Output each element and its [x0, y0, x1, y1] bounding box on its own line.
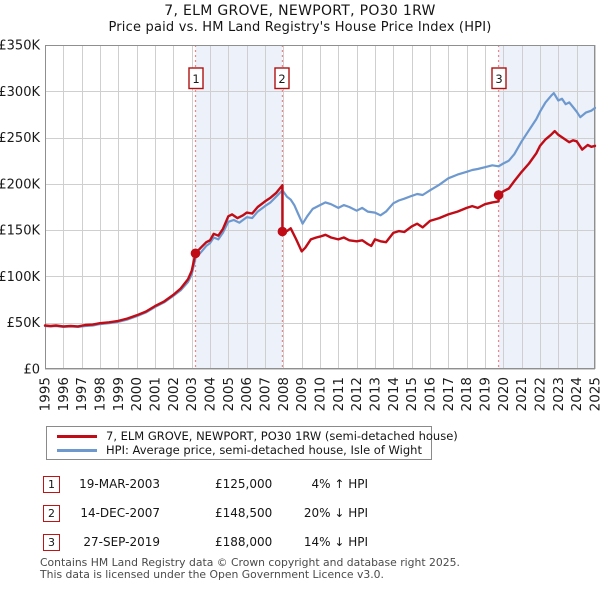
x-tick-label: 2010: [313, 377, 329, 411]
sale-number-badge: 1: [43, 476, 60, 493]
license-line-2: This data is licensed under the Open Gov…: [40, 568, 384, 582]
legend-swatch-property-line: [57, 434, 97, 438]
y-tick-label: £50K: [7, 316, 41, 331]
sale-row-1: 1 19-MAR-2003 £125,000 4% ↑ HPI: [0, 476, 600, 494]
legend-label-hpi: HPI: Average price, semi-detached house,…: [106, 443, 422, 457]
sale-point-dot: [277, 226, 288, 237]
sale-row-2: 2 14-DEC-2007 £148,500 20% ↓ HPI: [0, 505, 600, 523]
sale-number-badge: 3: [43, 534, 60, 551]
y-tick-label: £250K: [0, 131, 40, 146]
x-tick-label: 2015: [404, 377, 420, 411]
x-tick-label: 2020: [496, 377, 512, 411]
legend-swatch-hpi-line: [57, 448, 97, 452]
sale-price: £148,500: [215, 506, 273, 520]
x-tick-label: 2003: [184, 377, 200, 411]
sale-number-badge: 2: [43, 505, 60, 522]
shaded-region: [195, 45, 283, 369]
license-line-1: Contains HM Land Registry data © Crown c…: [40, 556, 460, 569]
x-tick-label: 2011: [331, 377, 347, 411]
x-tick-label: 2012: [349, 377, 365, 411]
legend-item-hpi: HPI: Average price, semi-detached house,…: [47, 443, 431, 457]
x-tick-label: 2005: [221, 377, 237, 411]
sale-price: £125,000: [215, 477, 273, 491]
y-tick-label: £300K: [0, 85, 40, 100]
y-tick-label: £200K: [0, 177, 40, 192]
x-tick-label: 2022: [533, 377, 549, 411]
x-tick-label: 2001: [148, 377, 164, 411]
sale-point-dot: [190, 248, 201, 259]
sale-date: 27-SEP-2019: [83, 535, 160, 549]
price-paid-line: [43, 129, 597, 328]
y-tick-label: £150K: [0, 224, 40, 239]
sale-marker-box: [491, 67, 507, 90]
x-tick-label: 2016: [423, 377, 439, 411]
legend-label-property: 7, ELM GROVE, NEWPORT, PO30 1RW (semi-de…: [106, 429, 458, 443]
sale-row-3: 3 27-SEP-2019 £188,000 14% ↓ HPI: [0, 534, 600, 552]
sale-vs-hpi: 14% ↓ HPI: [303, 535, 368, 549]
x-tick-label: 2018: [459, 377, 475, 411]
sale-marker-number: 3: [495, 72, 502, 86]
x-tick-label: 1995: [38, 377, 54, 411]
x-tick-label: 2017: [441, 377, 457, 411]
sale-date: 14-DEC-2007: [80, 506, 160, 520]
x-tick-label: 2004: [203, 377, 219, 411]
price-chart: 1 2 3 £0 £50K £100K £150K £200K £250K £300K £350K 1…: [0, 39, 600, 412]
y-tick-label: £100K: [0, 270, 40, 285]
x-tick-label: 2019: [478, 377, 494, 411]
sale-marker-number: 1: [192, 72, 199, 86]
page-subtitle: Price paid vs. HM Land Registry's House …: [108, 20, 492, 35]
x-tick-label: 2024: [569, 377, 585, 411]
sale-point-dot: [493, 190, 504, 200]
shaded-region: [498, 45, 595, 369]
y-tick-label: £0: [23, 363, 40, 378]
sale-vs-hpi: 20% ↓ HPI: [303, 506, 368, 520]
sale-marker-box: [274, 67, 290, 90]
x-tick-label: 2021: [514, 377, 530, 411]
sale-marker-number: 2: [278, 72, 285, 86]
x-tick-label: 2008: [276, 377, 292, 411]
page-title: 7, ELM GROVE, NEWPORT, PO30 1RW: [164, 3, 436, 19]
x-tick-label: 2000: [129, 377, 145, 411]
sale-vs-hpi: 4% ↑ HPI: [311, 477, 368, 491]
x-tick-label: 2007: [258, 377, 274, 411]
y-tick-label: £350K: [0, 39, 40, 54]
legend-item-property: 7, ELM GROVE, NEWPORT, PO30 1RW (semi-de…: [47, 429, 458, 443]
sale-date: 19-MAR-2003: [79, 477, 160, 491]
sale-marker-box: [188, 67, 204, 90]
x-tick-label: 2023: [551, 377, 567, 411]
x-tick-label: 2009: [294, 377, 310, 411]
x-tick-label: 2006: [239, 377, 255, 411]
x-tick-label: 1997: [74, 377, 90, 411]
x-tick-label: 1996: [56, 377, 72, 411]
sale-price: £188,000: [215, 535, 273, 549]
plot-border: [45, 45, 595, 369]
x-tick-label: 1999: [111, 377, 127, 411]
chart-legend: 7, ELM GROVE, NEWPORT, PO30 1RW (semi-de…: [46, 426, 458, 460]
license-note: Contains HM Land Registry data © Crown c…: [40, 556, 595, 582]
x-tick-label: 2025: [588, 377, 600, 411]
x-tick-label: 2002: [166, 377, 182, 411]
x-tick-label: 2014: [386, 377, 402, 411]
x-tick-label: 1998: [93, 377, 109, 411]
x-tick-label: 2013: [368, 377, 384, 411]
